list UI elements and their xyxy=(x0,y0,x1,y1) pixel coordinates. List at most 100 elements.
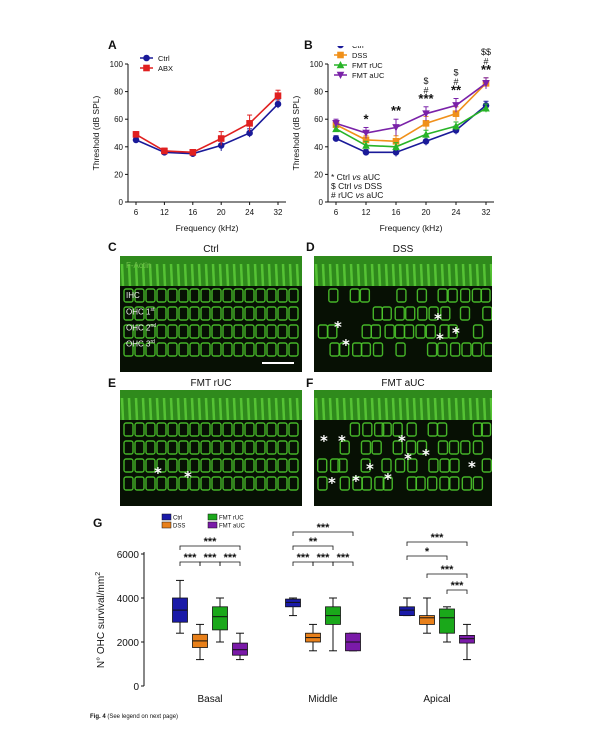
micrograph-fmt-ruc: * * xyxy=(120,390,302,506)
y-tick-label: 40 xyxy=(314,143,323,152)
hair-cell xyxy=(277,458,288,473)
pillar-cell xyxy=(405,397,410,421)
legend-swatch xyxy=(161,521,172,529)
hair-cell xyxy=(134,324,145,339)
hair-cell xyxy=(382,476,393,491)
hair-cell xyxy=(222,422,233,437)
pillar-cell xyxy=(267,397,272,421)
pillar-cell xyxy=(433,263,438,287)
pillar-cell xyxy=(440,263,445,287)
hair-cell xyxy=(437,440,449,455)
significance-bracket xyxy=(179,545,241,550)
pillar-cell xyxy=(176,397,181,421)
pillar-cell xyxy=(328,263,333,287)
box xyxy=(459,635,475,644)
legend-label: Ctrl xyxy=(158,54,170,63)
hair-cell xyxy=(255,476,266,491)
series-abx xyxy=(132,89,282,156)
legend-label: Ctrl xyxy=(352,46,364,50)
hair-cell xyxy=(440,306,451,321)
pillar-cell xyxy=(405,263,410,287)
pillar-cell xyxy=(433,397,438,421)
hair-cell xyxy=(371,440,382,455)
x-tick-label: 32 xyxy=(274,208,283,217)
series-line xyxy=(335,82,487,134)
pillar-cell xyxy=(419,397,424,421)
y-tick-label: 80 xyxy=(114,88,123,97)
pillar-cell xyxy=(398,263,403,287)
hair-cell xyxy=(233,476,244,491)
hair-cell xyxy=(211,342,222,357)
significance-mark: # xyxy=(423,85,428,95)
panel-label-g: G xyxy=(93,516,103,530)
hair-cell xyxy=(167,422,178,437)
pillar-cell xyxy=(232,397,237,421)
hair-cell xyxy=(288,440,299,455)
hair-cell xyxy=(222,476,233,491)
significance-mark: *** xyxy=(451,580,465,592)
data-point xyxy=(362,136,370,144)
hair-cell xyxy=(222,324,233,339)
data-point xyxy=(132,136,140,144)
data-point xyxy=(422,130,430,138)
pillar-cell xyxy=(169,263,174,287)
hair-cell xyxy=(277,440,288,455)
hair-cell xyxy=(178,458,189,473)
hair-cell xyxy=(362,422,373,437)
lost-cell-marker: * xyxy=(334,318,342,336)
legend-marker xyxy=(143,64,150,72)
hair-cell xyxy=(244,422,255,437)
pillar-cell xyxy=(391,263,396,287)
significance-key: # rUC vs aUC xyxy=(331,190,383,200)
lost-cell-marker: * xyxy=(320,432,328,450)
significance-bracket xyxy=(332,561,354,566)
data-point xyxy=(332,120,340,128)
significance-bracket xyxy=(292,545,334,550)
hair-cell xyxy=(339,476,350,491)
box-basal-fmt-ruc xyxy=(212,597,228,643)
y-tick-label: 100 xyxy=(310,60,324,69)
hair-cell xyxy=(134,288,145,303)
hair-cell xyxy=(395,342,406,357)
significance-mark: *** xyxy=(337,552,351,564)
hair-cell xyxy=(266,422,277,437)
hair-cell xyxy=(360,458,371,473)
hair-cell xyxy=(255,440,266,455)
hair-cell xyxy=(211,440,222,455)
hair-cell xyxy=(244,458,255,473)
pillar-cell xyxy=(398,397,403,421)
hair-cell xyxy=(472,324,484,339)
y-tick-label: 40 xyxy=(114,143,123,152)
pillar-cell xyxy=(141,263,146,287)
y-tick-label: 4000 xyxy=(117,594,140,605)
hair-cell xyxy=(459,306,471,321)
box-apical-fmt-auc xyxy=(459,623,475,661)
hair-cell xyxy=(211,288,222,303)
pillar-cell xyxy=(321,397,326,421)
pillar-cell xyxy=(232,263,237,287)
hair-cell xyxy=(222,342,233,357)
hair-cell xyxy=(417,306,428,321)
pillar-cell xyxy=(482,263,487,287)
hair-cell xyxy=(156,440,167,455)
pillar-cell xyxy=(148,397,153,421)
series-line xyxy=(135,95,279,154)
lost-cell-marker: * xyxy=(154,464,162,482)
legend-swatch xyxy=(161,513,172,521)
panel-label-e: E xyxy=(108,376,117,390)
data-point xyxy=(452,122,460,130)
hair-cell xyxy=(381,422,392,437)
hair-cell xyxy=(461,476,473,491)
hair-cell xyxy=(472,440,484,455)
hair-cell xyxy=(233,306,244,321)
pillar-cell xyxy=(260,263,265,287)
hair-cell xyxy=(480,422,492,437)
hair-cell xyxy=(145,476,156,491)
hair-cell xyxy=(482,306,492,321)
hair-cell xyxy=(233,458,244,473)
x-tick-label: 32 xyxy=(482,208,491,217)
hair-cell xyxy=(178,440,189,455)
x-tick-label: 12 xyxy=(160,208,169,217)
hair-cell xyxy=(178,476,189,491)
pillar-cell xyxy=(440,397,445,421)
